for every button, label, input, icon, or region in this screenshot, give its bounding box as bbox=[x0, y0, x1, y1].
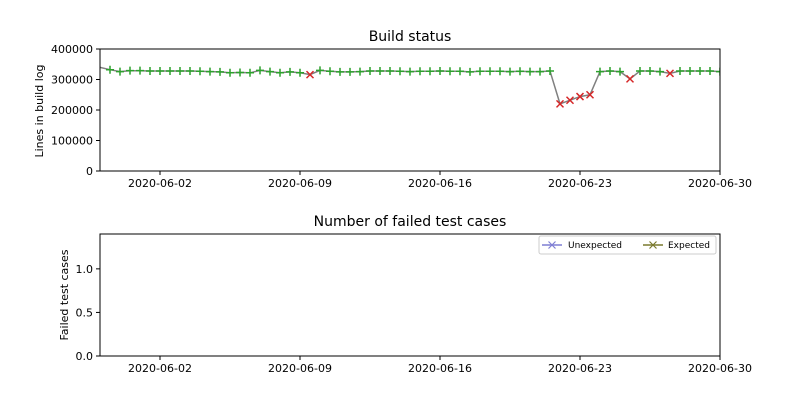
build-fail-marker bbox=[625, 74, 635, 83]
build-pass-marker bbox=[236, 68, 244, 77]
build-pass-marker bbox=[386, 66, 394, 75]
build-fail-marker bbox=[575, 92, 585, 101]
build-pass-marker bbox=[436, 66, 444, 75]
build-pass-marker bbox=[526, 67, 534, 76]
build-pass-marker bbox=[356, 67, 364, 76]
x-tick-label: 2020-06-23 bbox=[548, 362, 612, 375]
x-tick-label: 2020-06-02 bbox=[128, 362, 192, 375]
build-pass-marker bbox=[346, 67, 354, 76]
build-status-chart: Build status Lines in build log 2020-06-… bbox=[33, 29, 752, 190]
build-pass-marker bbox=[256, 66, 264, 75]
build-status-plot-area: 2020-06-02 2020-06-09 2020-06-16 2020-06-23… bbox=[51, 43, 752, 190]
build-pass-marker bbox=[416, 67, 424, 76]
y-tick-label: 300000 bbox=[51, 74, 93, 87]
build-pass-marker bbox=[406, 67, 414, 76]
x-tick-label: 2020-06-16 bbox=[408, 362, 472, 375]
build-pass-marker bbox=[226, 68, 234, 77]
y-tick-label: 0.5 bbox=[76, 306, 94, 319]
build-pass-marker bbox=[596, 67, 604, 76]
build-status-y-axis-label: Lines in build log bbox=[33, 65, 46, 158]
build-pass-marker bbox=[176, 66, 184, 75]
build-pass-marker bbox=[206, 67, 214, 76]
x-tick-label: 2020-06-30 bbox=[688, 362, 752, 375]
legend-expected-marker bbox=[649, 241, 657, 249]
build-pass-marker bbox=[276, 68, 284, 77]
build-fail-marker bbox=[555, 99, 565, 108]
build-pass-marker bbox=[496, 67, 504, 76]
build-pass-marker bbox=[186, 66, 194, 75]
build-pass-marker bbox=[516, 67, 524, 76]
build-pass-marker bbox=[546, 66, 554, 75]
build-pass-marker bbox=[466, 67, 474, 76]
build-pass-marker bbox=[216, 67, 224, 76]
legend-unexpected-label: Unexpected bbox=[568, 241, 622, 251]
build-status-axes-frame bbox=[99, 48, 721, 172]
build-pass-marker bbox=[366, 66, 374, 75]
build-pass-marker bbox=[636, 66, 644, 75]
build-pass-marker bbox=[616, 67, 624, 76]
build-pass-marker bbox=[316, 66, 324, 75]
build-status-title: Build status bbox=[369, 29, 452, 45]
y-tick-label: 1.0 bbox=[76, 263, 94, 276]
build-pass-marker bbox=[156, 66, 164, 75]
build-pass-marker bbox=[136, 66, 144, 75]
failed-tests-axes-frame bbox=[99, 233, 721, 357]
build-pass-marker bbox=[716, 67, 720, 76]
failed-tests-plot-area: 2020-06-02 2020-06-09 2020-06-16 2020-06-23… bbox=[76, 263, 752, 375]
build-pass-marker bbox=[146, 66, 154, 75]
y-tick-label: 0.0 bbox=[76, 350, 94, 363]
build-pass-marker bbox=[126, 66, 134, 75]
x-tick-label: 2020-06-23 bbox=[548, 177, 612, 190]
build-pass-marker bbox=[686, 66, 694, 75]
build-pass-marker bbox=[676, 66, 684, 75]
x-tick-label: 2020-06-09 bbox=[268, 362, 332, 375]
build-pass-marker bbox=[116, 67, 124, 76]
build-pass-marker bbox=[536, 67, 544, 76]
x-tick-label: 2020-06-30 bbox=[688, 177, 752, 190]
build-pass-marker bbox=[396, 67, 404, 76]
build-pass-marker bbox=[446, 67, 454, 76]
legend-box bbox=[538, 235, 717, 255]
build-pass-marker bbox=[196, 67, 204, 76]
build-pass-marker bbox=[376, 66, 384, 75]
y-tick-label: 200000 bbox=[51, 104, 93, 117]
build-pass-marker bbox=[296, 68, 304, 77]
y-tick-label: 100000 bbox=[51, 135, 93, 148]
build-pass-marker bbox=[106, 65, 114, 74]
build-pass-marker bbox=[706, 66, 714, 75]
x-tick-label: 2020-06-16 bbox=[408, 177, 472, 190]
build-pass-marker bbox=[426, 67, 434, 76]
legend-unexpected-marker bbox=[548, 241, 556, 249]
build-pass-marker bbox=[696, 66, 704, 75]
build-pass-marker bbox=[456, 67, 464, 76]
build-fail-marker bbox=[565, 96, 575, 105]
build-pass-marker bbox=[486, 67, 494, 76]
failed-tests-title: Number of failed test cases bbox=[314, 214, 507, 230]
build-pass-marker bbox=[246, 68, 254, 77]
x-tick-label: 2020-06-09 bbox=[268, 177, 332, 190]
build-pass-marker bbox=[656, 67, 664, 76]
build-fail-marker bbox=[665, 69, 675, 78]
build-pass-marker bbox=[266, 67, 274, 76]
failed-tests-y-axis-label: Failed test cases bbox=[58, 249, 71, 340]
y-tick-label: 400000 bbox=[51, 43, 93, 56]
build-pass-marker bbox=[726, 68, 734, 76]
x-tick-label: 2020-06-02 bbox=[128, 177, 192, 190]
y-tick-label: 0 bbox=[86, 165, 93, 178]
build-pass-marker bbox=[326, 67, 334, 76]
build-pass-marker bbox=[476, 67, 484, 76]
build-pass-marker bbox=[506, 67, 514, 76]
build-fail-marker bbox=[305, 70, 315, 79]
build-pass-marker bbox=[336, 67, 344, 76]
build-pass-marker bbox=[286, 67, 294, 76]
build-pass-marker bbox=[166, 66, 174, 75]
build-pass-marker bbox=[736, 67, 744, 75]
build-fail-marker bbox=[585, 90, 595, 99]
build-pass-marker bbox=[646, 66, 654, 75]
failed-tests-legend: Unexpected Expected bbox=[538, 235, 717, 255]
legend-expected-label: Expected bbox=[668, 241, 710, 251]
failed-tests-chart: Number of failed test cases Failed test … bbox=[58, 214, 752, 375]
build-pass-marker bbox=[606, 66, 614, 75]
